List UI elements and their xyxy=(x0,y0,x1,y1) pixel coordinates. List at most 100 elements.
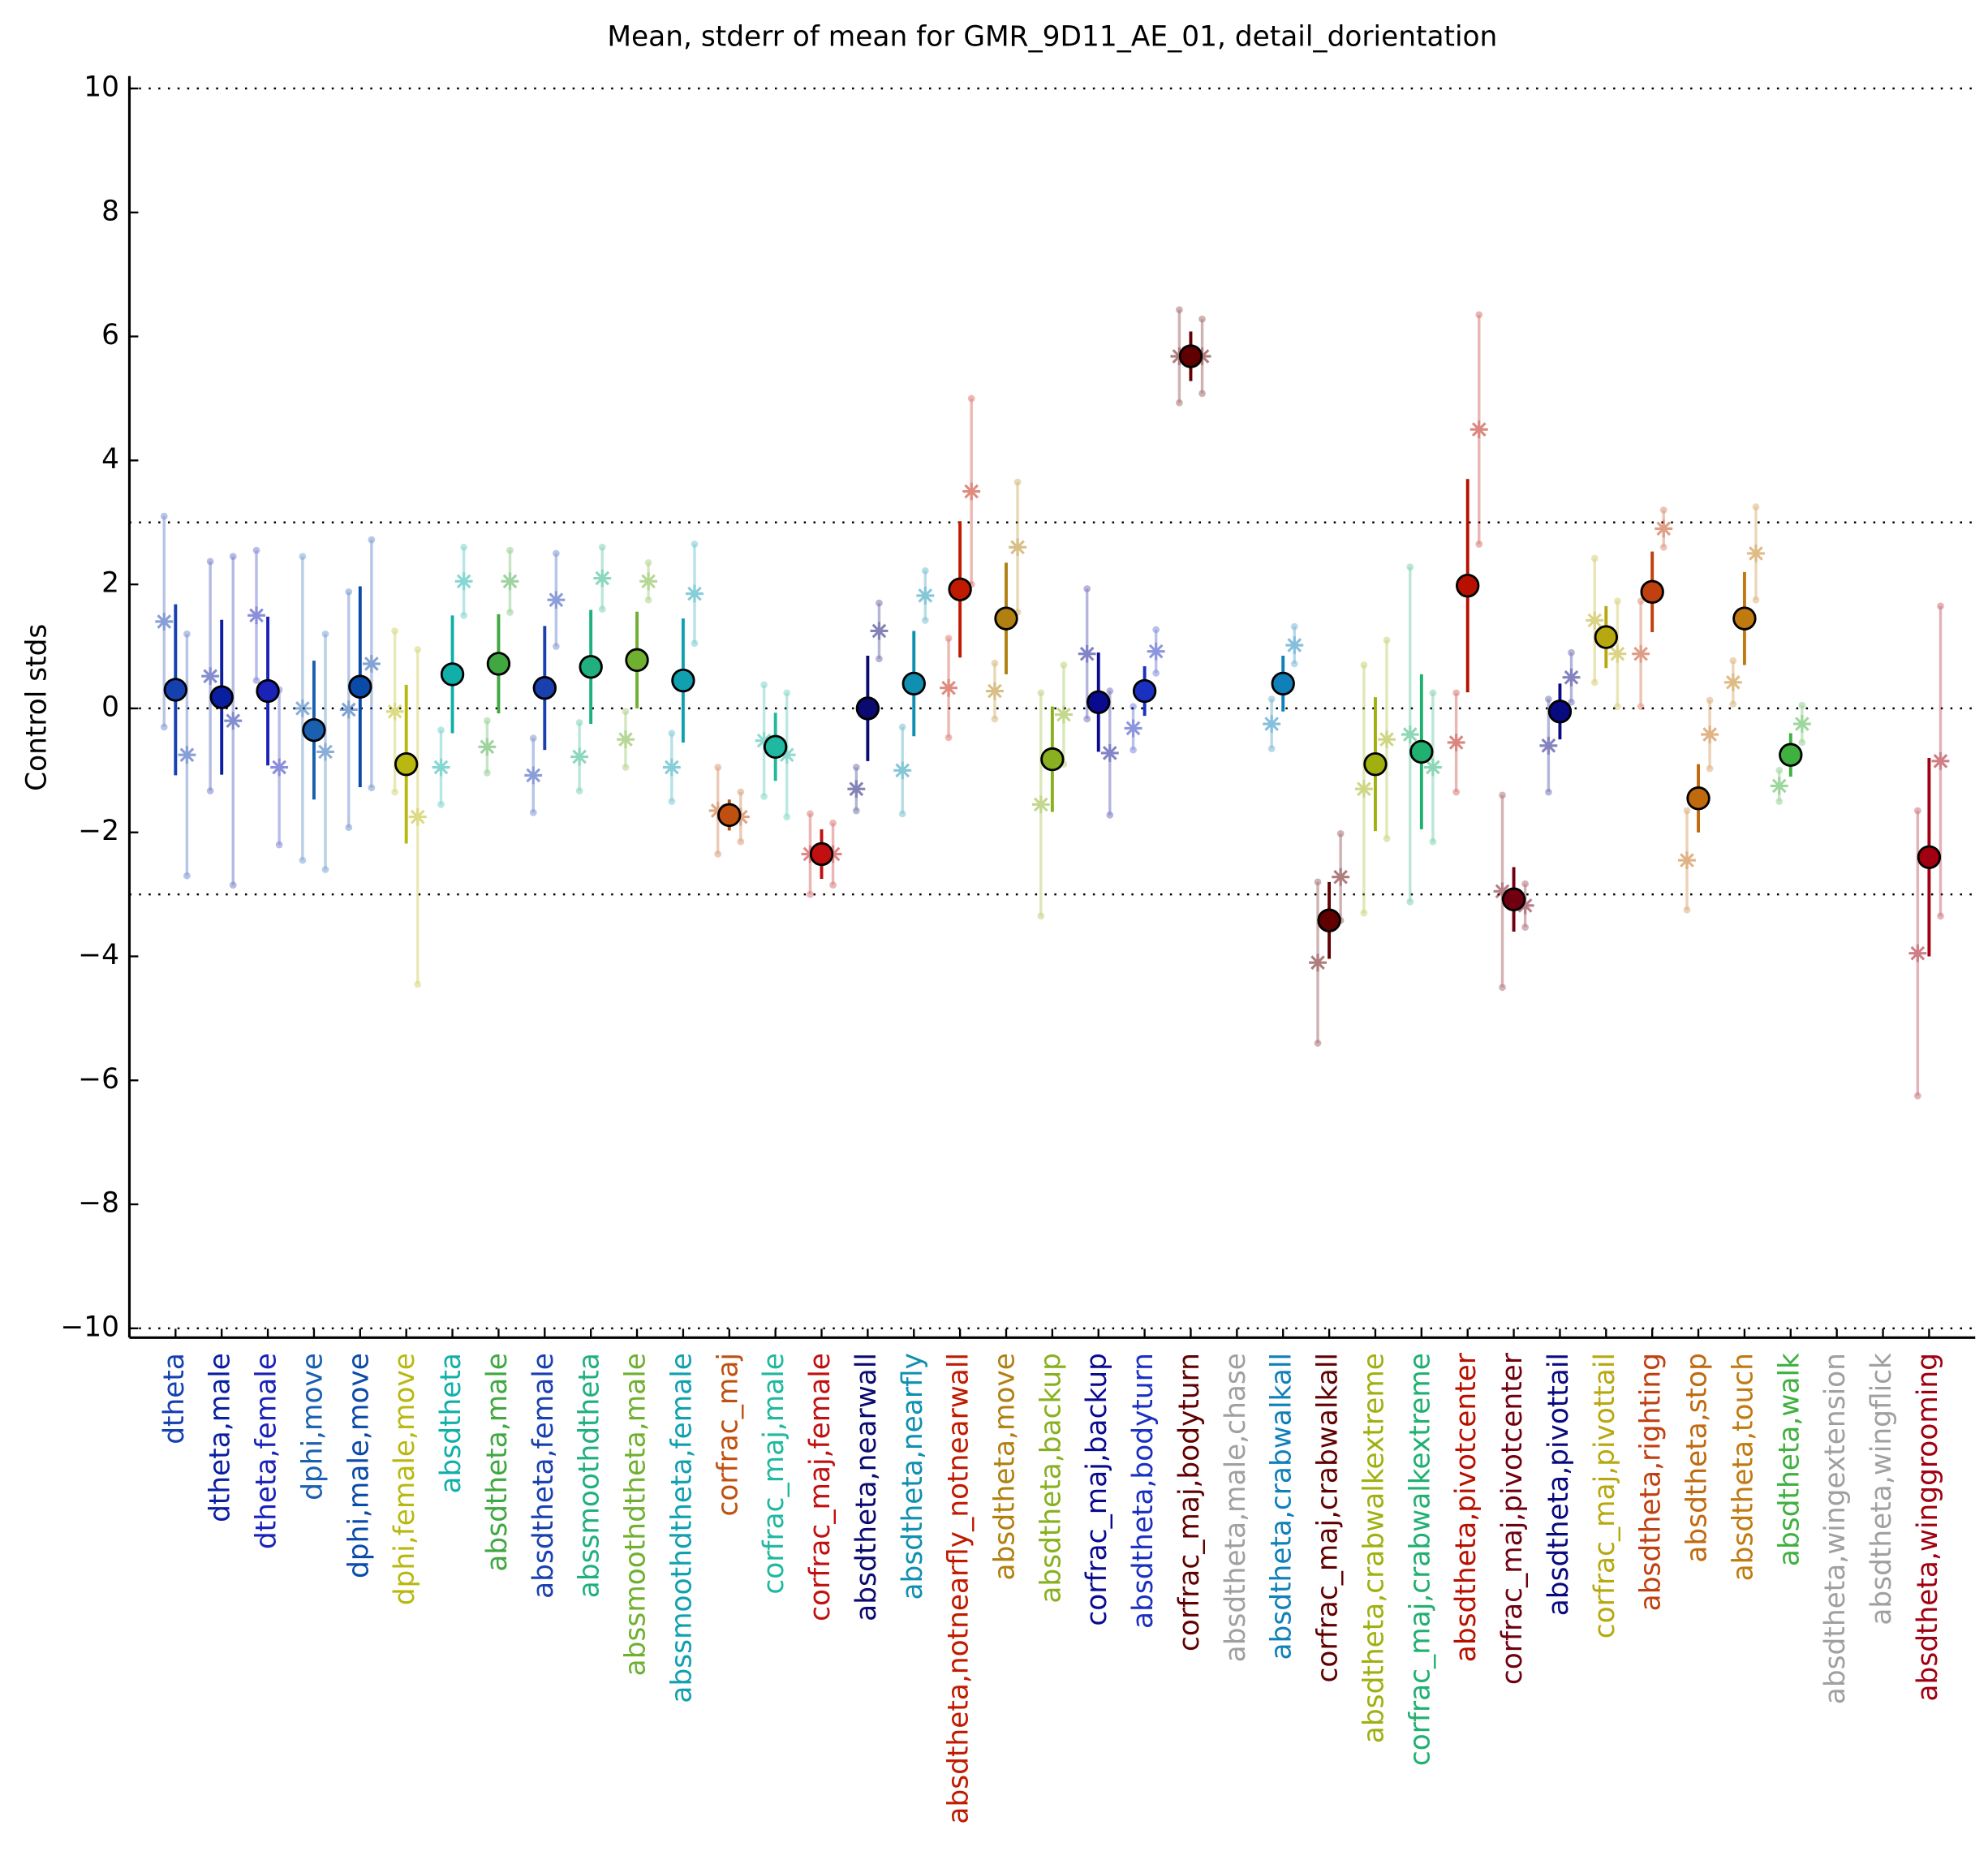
sub-point-group xyxy=(1931,602,1950,920)
sub-point-group xyxy=(524,734,543,816)
sub-point-group xyxy=(847,764,866,815)
sub-point-group xyxy=(940,635,958,742)
sub-error-cap xyxy=(622,764,630,771)
sub-point xyxy=(617,730,635,749)
sub-error-cap xyxy=(575,719,583,726)
sub-error-cap xyxy=(1429,837,1437,846)
x-tick-label: absdtheta xyxy=(435,1353,467,1494)
sub-error-cap xyxy=(945,635,953,642)
mean-point xyxy=(901,671,926,696)
sub-error-cap xyxy=(1152,670,1160,677)
x-tick-label: corfrac_maj,backup xyxy=(1081,1353,1113,1626)
y-tick-label: 0 xyxy=(101,691,119,723)
mean-point xyxy=(1409,739,1434,764)
sub-point xyxy=(385,702,404,721)
sub-point xyxy=(1908,944,1927,962)
x-tick-label: absdtheta,pivotcenter xyxy=(1450,1352,1482,1662)
y-tick-label: −6 xyxy=(78,1063,119,1096)
x-tick-label: corfrac_maj xyxy=(712,1353,744,1516)
y-tick-label: 6 xyxy=(101,319,119,351)
sub-point xyxy=(1100,743,1119,762)
mean-point xyxy=(948,577,972,601)
sub-point xyxy=(1354,780,1373,799)
sub-point-group xyxy=(1469,311,1488,548)
sub-error-cap xyxy=(1798,701,1806,709)
sub-point xyxy=(777,746,796,764)
sub-error-cap xyxy=(252,677,260,684)
sub-point-group xyxy=(408,645,427,988)
sub-error-cap xyxy=(1314,1040,1322,1047)
sub-point-group xyxy=(870,599,889,663)
sub-point xyxy=(1124,719,1142,738)
sub-point xyxy=(986,682,1004,700)
sub-point xyxy=(847,780,866,799)
sub-point xyxy=(547,591,566,609)
sub-point-group xyxy=(432,726,450,808)
sub-point-group xyxy=(1586,554,1604,687)
x-tick-label: absdtheta,touch xyxy=(1727,1353,1759,1581)
x-tick-label: absdtheta,crabwalkall xyxy=(1266,1353,1298,1660)
sub-error-cap xyxy=(1106,811,1114,819)
sub-point-group xyxy=(1792,701,1811,747)
sub-point xyxy=(247,606,265,625)
mean-point xyxy=(1917,845,1942,869)
mean-point xyxy=(1363,751,1388,777)
y-tick-label: −4 xyxy=(78,939,119,971)
sub-error-cap xyxy=(1429,689,1437,697)
sub-error-cap xyxy=(206,558,214,566)
sub-error-cap xyxy=(183,872,191,880)
sub-point xyxy=(940,678,958,697)
x-tick-label: dtheta,female xyxy=(251,1353,283,1549)
x-tick-label: absdtheta,walk xyxy=(1773,1353,1805,1566)
sub-point-group xyxy=(962,394,981,588)
sub-point xyxy=(1747,545,1765,562)
sub-error-cap xyxy=(506,609,514,616)
sub-error-cap xyxy=(967,394,975,403)
sub-error-cap xyxy=(160,512,168,520)
sub-point-group xyxy=(570,719,589,794)
mean-point xyxy=(302,717,326,743)
sub-point xyxy=(593,569,612,588)
sub-point-group xyxy=(270,686,289,849)
sub-point-group xyxy=(893,723,912,818)
sub-error-cap xyxy=(1406,563,1414,571)
sub-point xyxy=(270,758,289,777)
sub-point xyxy=(570,747,589,766)
sub-point xyxy=(201,667,220,686)
sub-point-group xyxy=(1747,503,1765,604)
sub-error-cap xyxy=(783,813,791,820)
sub-error-cap xyxy=(921,617,929,624)
mean-point xyxy=(1178,344,1203,368)
sub-error-cap xyxy=(391,627,398,635)
sub-error-cap xyxy=(807,890,814,898)
sub-point xyxy=(1701,725,1719,743)
sub-point xyxy=(155,613,174,631)
sub-point-group xyxy=(639,559,658,604)
sub-error-cap xyxy=(299,856,307,864)
sub-error-cap xyxy=(1336,829,1345,837)
y-tick-label: −8 xyxy=(78,1187,119,1220)
sub-point-group xyxy=(593,543,612,614)
x-tick-label: abssmoothdtheta,male xyxy=(620,1353,652,1676)
sub-error-cap xyxy=(368,536,376,544)
sub-point xyxy=(1770,777,1788,795)
sub-error-cap xyxy=(1198,390,1206,398)
sub-error-cap xyxy=(1267,745,1276,752)
sub-error-cap xyxy=(829,819,837,827)
y-axis-label: Control stds xyxy=(20,624,53,791)
sub-error-cap xyxy=(737,788,745,796)
mean-point xyxy=(1087,690,1111,714)
sub-point xyxy=(524,766,543,785)
sub-error-cap xyxy=(1060,661,1068,669)
mean-point xyxy=(671,668,695,693)
sub-error-cap xyxy=(1383,834,1391,842)
sub-point-group xyxy=(1285,622,1304,668)
sub-error-cap xyxy=(1614,703,1621,711)
sub-point-group xyxy=(293,553,312,864)
sub-point-group xyxy=(1354,661,1373,917)
x-tick-label: corfrac_maj,crabwalkextreme xyxy=(1404,1353,1436,1766)
sub-error-cap xyxy=(1037,689,1045,697)
sub-error-cap xyxy=(898,810,906,818)
mean-point xyxy=(1271,671,1295,696)
sub-error-cap xyxy=(1452,788,1461,796)
